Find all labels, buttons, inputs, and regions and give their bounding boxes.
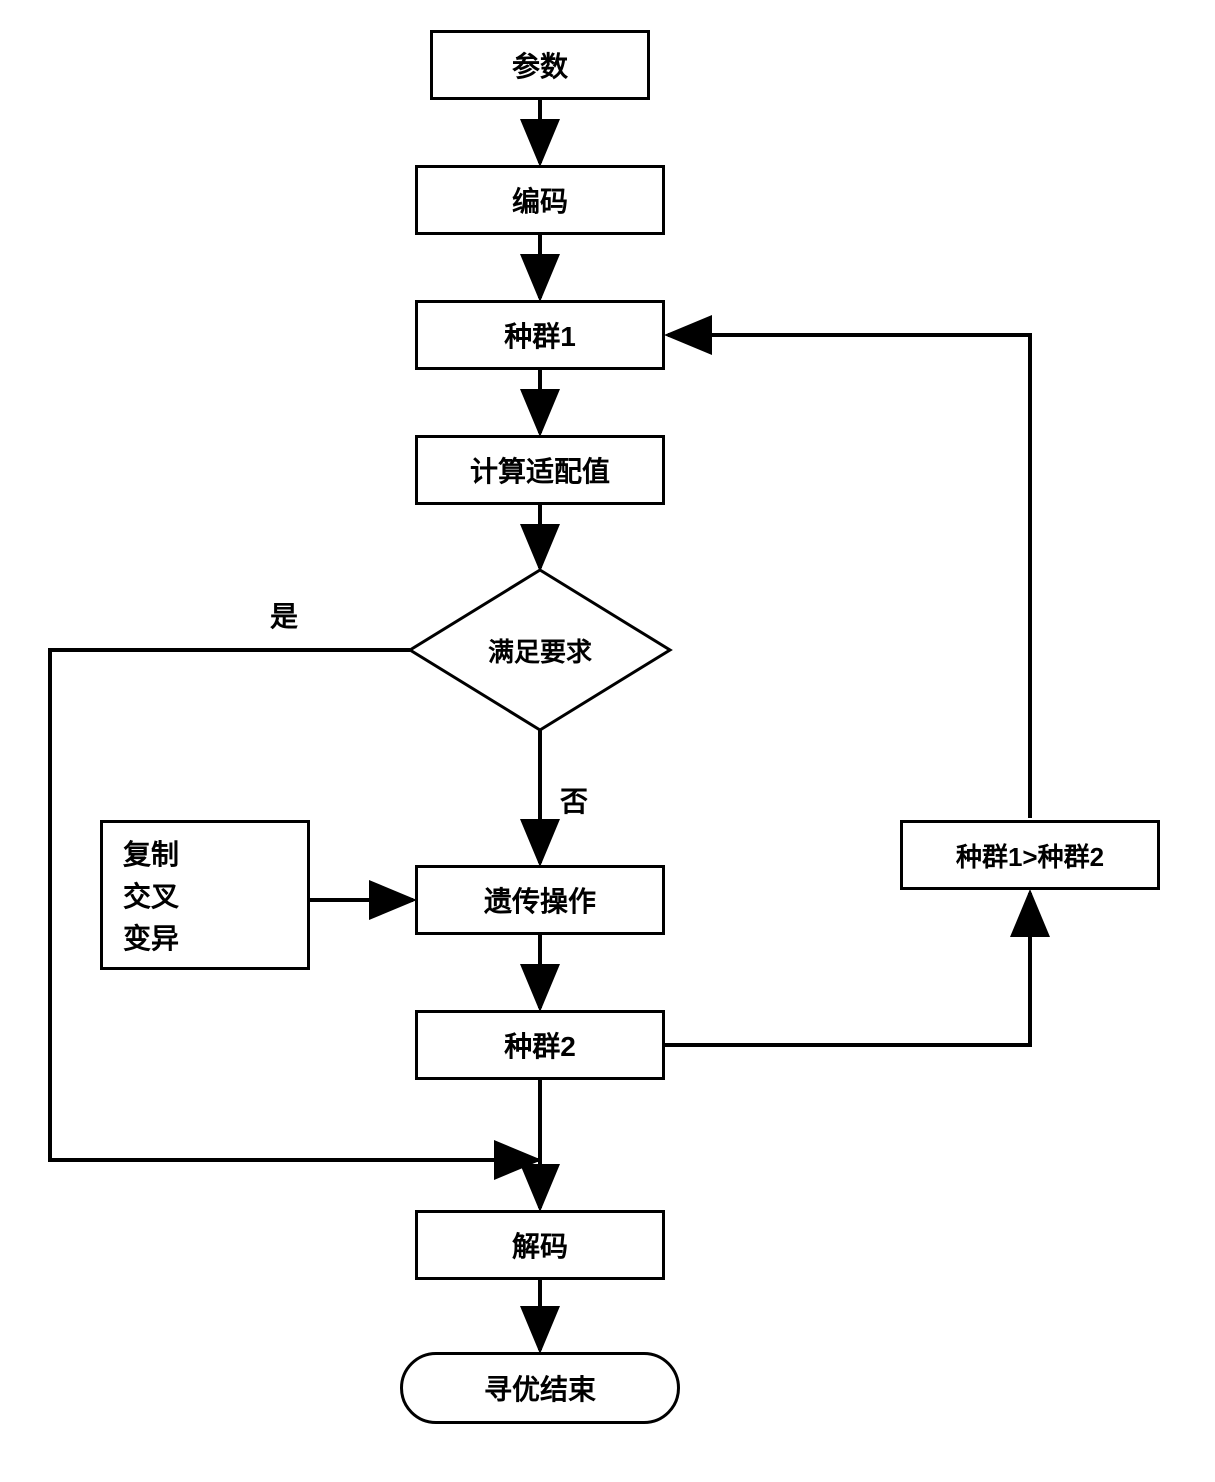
- flowchart: 参数 编码 种群1 计算适配值 满足要求 遗传操作 复制 交叉 变异 种群2 种…: [0, 0, 1215, 1482]
- node-params: 参数: [430, 30, 650, 100]
- node-label: 编码: [512, 180, 568, 220]
- edge-label-no: 否: [560, 780, 588, 820]
- node-label: 参数: [512, 45, 568, 85]
- node-label: 种群2: [504, 1025, 576, 1065]
- ops-item: 变异: [123, 917, 179, 957]
- node-ops-list: 复制 交叉 变异: [100, 820, 310, 970]
- node-label: 遗传操作: [484, 880, 596, 920]
- node-fitness: 计算适配值: [415, 435, 665, 505]
- node-encode: 编码: [415, 165, 665, 235]
- node-label: 解码: [512, 1225, 568, 1265]
- node-genops: 遗传操作: [415, 865, 665, 935]
- edge-label-yes: 是: [270, 595, 298, 635]
- ops-item: 复制: [123, 833, 179, 873]
- node-pop2: 种群2: [415, 1010, 665, 1080]
- node-decode: 解码: [415, 1210, 665, 1280]
- node-label: 计算适配值: [470, 450, 610, 490]
- node-replace: 种群1>种群2: [900, 820, 1160, 890]
- ops-item: 交叉: [123, 875, 179, 915]
- node-label: 种群1>种群2: [956, 837, 1104, 874]
- node-decision-label: 满足要求: [410, 570, 670, 730]
- node-label: 种群1: [504, 315, 576, 355]
- node-end: 寻优结束: [400, 1352, 680, 1424]
- node-label: 寻优结束: [484, 1368, 596, 1408]
- node-pop1: 种群1: [415, 300, 665, 370]
